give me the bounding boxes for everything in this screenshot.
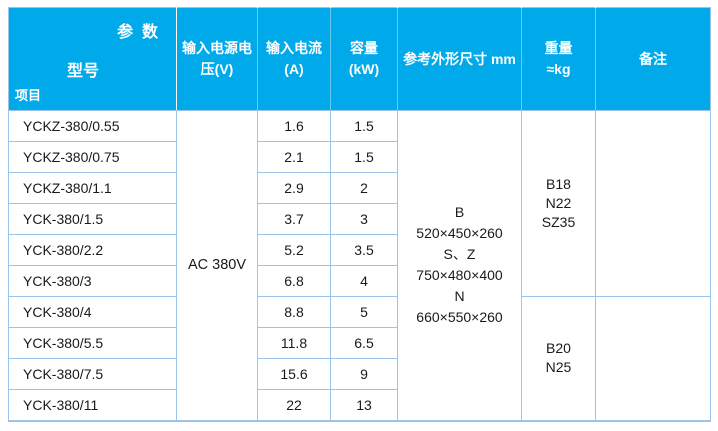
capacity-cell: 3 [330,203,398,235]
capacity-cell: 13 [330,389,398,421]
header-row: 参 数 型号 项目 输入电源电 压(V) 输入电流 (A) 容量 (kW) 参考… [8,7,711,111]
capacity-cell: 6.5 [330,327,398,359]
model-cell: YCK-380/1.5 [8,203,177,235]
motor-soft-starter-spec-table: 参 数 型号 项目 输入电源电 压(V) 输入电流 (A) 容量 (kW) 参考… [8,7,711,422]
header-dimensions: 参考外形尺寸 mm [397,7,522,111]
current-cell: 2.9 [257,172,331,204]
capacity-cell: 1.5 [330,141,398,173]
model-cell: YCK-380/5.5 [8,327,177,359]
model-cell: YCKZ-380/1.1 [8,172,177,204]
table-row: YCK-380/5.5 11.8 6.5 [8,327,711,359]
table-row: YCKZ-380/0.55 AC 380V 1.6 1.5 B 520×450×… [8,110,711,421]
table-row: YCKZ-380/0.75 2.1 1.5 [8,141,711,173]
capacity-cell: 5 [330,296,398,328]
spec-table-container: 参 数 型号 项目 输入电源电 压(V) 输入电流 (A) 容量 (kW) 参考… [8,7,711,422]
current-cell: 15.6 [257,358,331,390]
header-parameters-label: 参 数 [117,24,158,41]
dimensions-merged-cell: B 520×450×260 S、Z 750×480×400 N 660×550×… [397,110,522,421]
capacity-cell: 1.5 [330,110,398,142]
current-cell: 5.2 [257,234,331,266]
table-row: YCK-380/4 8.8 5 B20 N25 [8,296,711,421]
current-cell: 8.8 [257,296,331,328]
model-cell: YCK-380/3 [8,265,177,297]
header-model-label: 型号 [67,63,100,80]
table-row: YCK-380/7.5 15.6 9 [8,358,711,390]
current-cell: 1.6 [257,110,331,142]
remarks-merged-cell-top [595,110,711,297]
weight-merged-cell-top: B18 N22 SZ35 [521,110,596,297]
header-remarks: 备注 [595,7,711,111]
capacity-cell: 3.5 [330,234,398,266]
current-cell: 11.8 [257,327,331,359]
voltage-merged-cell: AC 380V [176,110,258,421]
model-cell: YCK-380/11 [8,389,177,421]
header-input-voltage: 输入电源电 压(V) [176,7,258,111]
header-capacity: 容量 (kW) [330,7,398,111]
model-cell: YCK-380/2.2 [8,234,177,266]
capacity-cell: 9 [330,358,398,390]
remarks-merged-cell-bottom [595,296,711,421]
header-input-current: 输入电流 (A) [257,7,331,111]
header-item-label: 项目 [15,88,42,103]
current-cell: 22 [257,389,331,421]
header-corner-cell: 参 数 型号 项目 [8,7,177,111]
table-row: YCK-380/11 22 13 [8,389,711,421]
capacity-cell: 2 [330,172,398,204]
model-cell: YCKZ-380/0.75 [8,141,177,173]
table-row: YCK-380/3 6.8 4 [8,265,711,297]
model-cell: YCKZ-380/0.55 [8,110,177,142]
weight-merged-cell-bottom: B20 N25 [521,296,596,421]
current-cell: 2.1 [257,141,331,173]
model-cell: YCK-380/4 [8,296,177,328]
current-cell: 3.7 [257,203,331,235]
header-weight: 重量 ≈kg [521,7,596,111]
table-row: YCK-380/2.2 5.2 3.5 [8,234,711,266]
capacity-cell: 4 [330,265,398,297]
current-cell: 6.8 [257,265,331,297]
table-row: YCKZ-380/1.1 2.9 2 [8,172,711,204]
model-cell: YCK-380/7.5 [8,358,177,390]
